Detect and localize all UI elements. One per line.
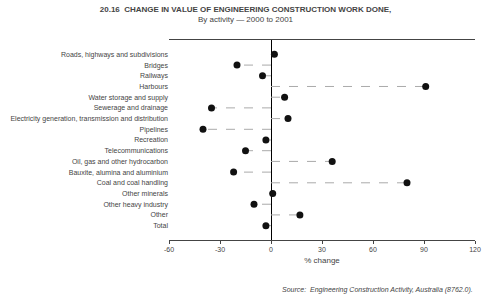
svg-text:Oil, gas and other hydrocarbon: Oil, gas and other hydrocarbon bbox=[72, 158, 168, 166]
svg-text:Harbours: Harbours bbox=[139, 83, 168, 90]
svg-text:20.16 CHANGE IN VALUE OF ENGI: 20.16 CHANGE IN VALUE OF ENGINEERING CON… bbox=[100, 5, 391, 24]
svg-text:Coal and coal handling: Coal and coal handling bbox=[97, 179, 168, 187]
svg-text:Source: Engineering Construct: Source: Engineering Construction Activit… bbox=[282, 286, 473, 294]
svg-text:Bauxite, alumina and aluminium: Bauxite, alumina and aluminium bbox=[69, 169, 168, 176]
svg-text:0: 0 bbox=[269, 246, 273, 253]
svg-text:60: 60 bbox=[369, 246, 377, 253]
svg-text:Roads, highways and subdivisio: Roads, highways and subdivisions bbox=[61, 51, 169, 59]
svg-text:Railways: Railways bbox=[140, 72, 169, 80]
svg-text:90: 90 bbox=[420, 246, 428, 253]
svg-text:-30: -30 bbox=[215, 246, 225, 253]
svg-text:Sewerage and drainage: Sewerage and drainage bbox=[94, 104, 168, 112]
svg-text:Electricity generation, transm: Electricity generation, transmission and… bbox=[10, 115, 168, 123]
svg-text:30: 30 bbox=[318, 246, 326, 253]
svg-text:Recreation: Recreation bbox=[134, 136, 168, 143]
svg-text:120: 120 bbox=[469, 246, 481, 253]
svg-text:Telecommunications: Telecommunications bbox=[105, 147, 169, 154]
svg-text:-60: -60 bbox=[164, 246, 174, 253]
svg-text:Pipelines: Pipelines bbox=[140, 126, 169, 134]
svg-text:Bridges: Bridges bbox=[144, 62, 168, 70]
svg-text:Water storage and supply: Water storage and supply bbox=[88, 94, 168, 102]
svg-text:% change: % change bbox=[304, 256, 340, 265]
svg-text:Other minerals: Other minerals bbox=[122, 190, 168, 197]
svg-text:Other heavy industry: Other heavy industry bbox=[103, 201, 168, 209]
svg-text:Other: Other bbox=[150, 211, 168, 218]
svg-text:Total: Total bbox=[153, 222, 168, 229]
